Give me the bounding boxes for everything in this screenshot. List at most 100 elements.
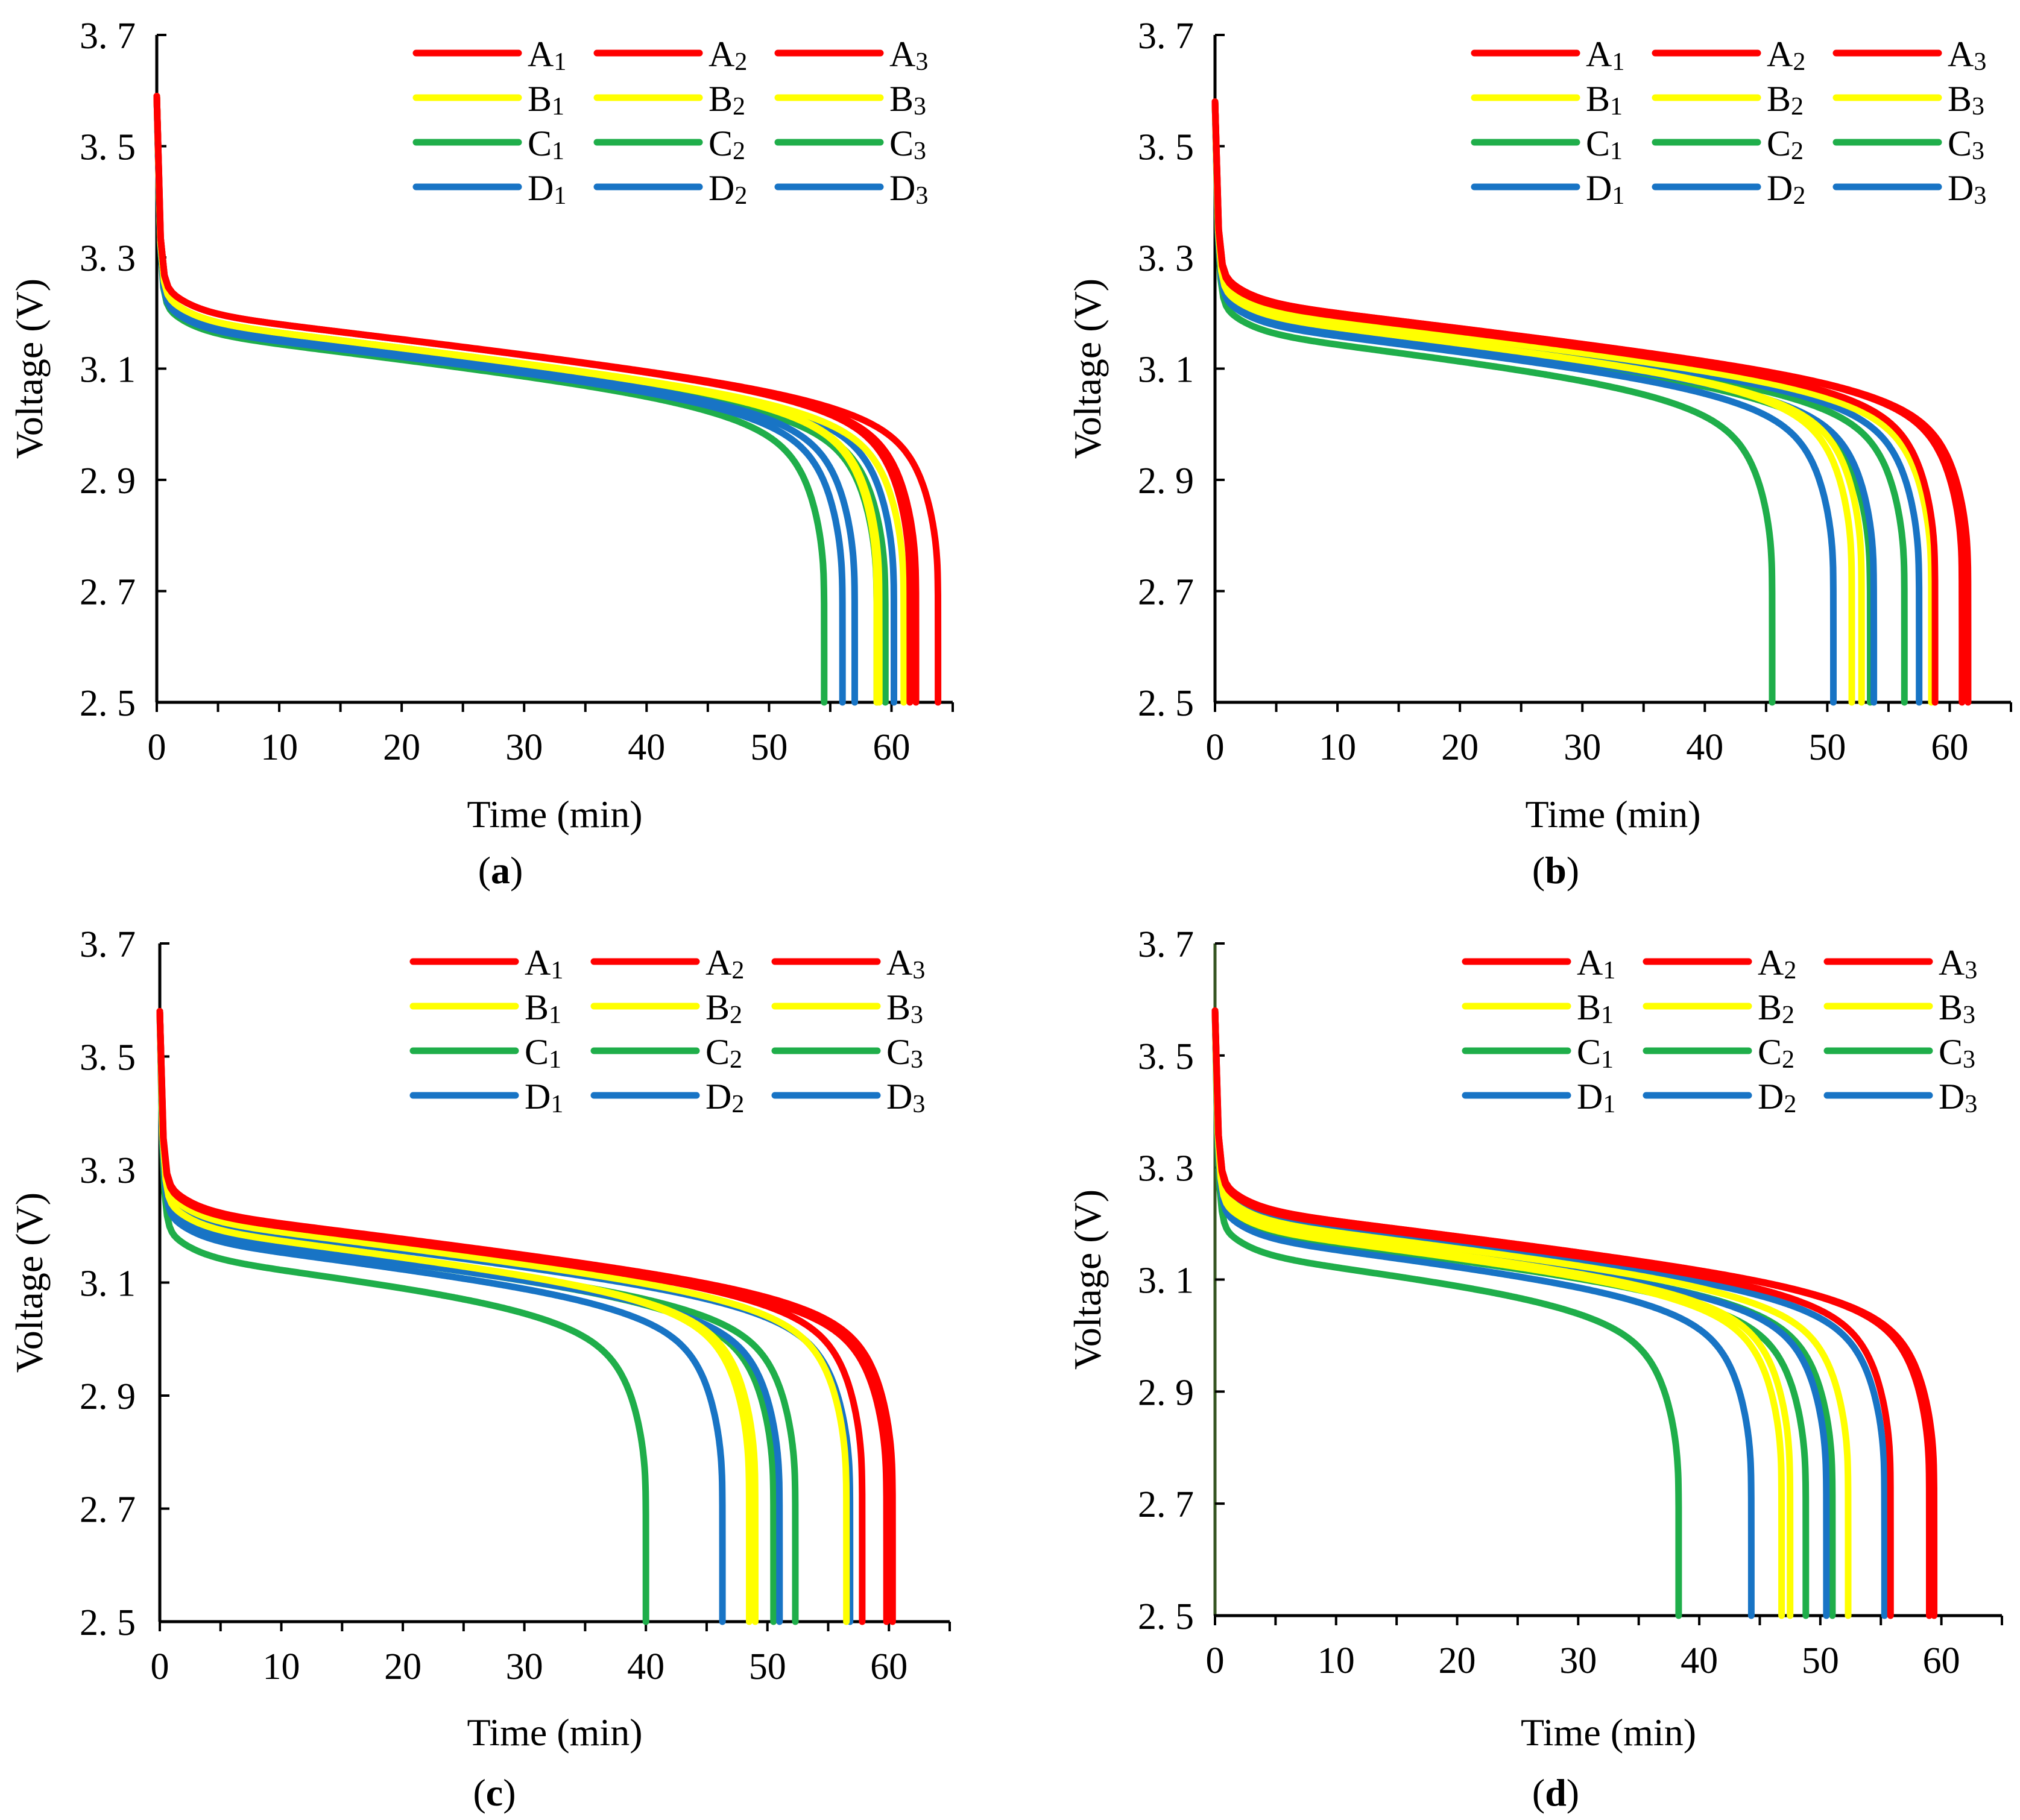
y-tick-label: 3. 1 (80, 350, 136, 391)
y-tick-label: 2. 9 (1138, 1372, 1194, 1413)
legend-entry-c1: C1 (1462, 1032, 1614, 1074)
legend-entry-b1: B1 (1462, 987, 1614, 1029)
x-tick-label: 0 (1206, 727, 1225, 768)
legend-entry-c3: C3 (774, 124, 926, 165)
x-tick-label: 0 (151, 1646, 169, 1687)
x-tick-label: 0 (148, 727, 166, 768)
legend-label: D3 (889, 168, 928, 210)
legend-entry-c3: C3 (771, 1032, 923, 1074)
y-tick-label: 2. 5 (80, 683, 136, 724)
y-tick-label: 2. 7 (1138, 572, 1194, 613)
series-line-a3 (1211, 98, 1972, 706)
legend-entry-c2: C2 (590, 1032, 742, 1074)
x-tick-label: 10 (260, 727, 298, 768)
y-tick-label: 2. 5 (1138, 683, 1194, 724)
x-tick-label: 60 (870, 1646, 907, 1687)
legend-entry-a3: A3 (1823, 943, 1977, 984)
chart-panel-d: 2. 5 2. 7 2. 9 3. 1 3. 3 3. 5 3. 7 0 10 20 30 40 50 6… (1066, 924, 2003, 1814)
legend-label: C1 (1586, 124, 1623, 165)
legend-label: B1 (1577, 987, 1614, 1029)
legend-label: B1 (528, 79, 564, 121)
legend-label: A1 (525, 943, 563, 984)
legend-entry-d1: D1 (1471, 168, 1624, 210)
panel-caption: (d) (1532, 1771, 1579, 1814)
legend-label: D3 (1948, 168, 1986, 210)
legend-label: A3 (889, 34, 928, 76)
legend-entry-d1: D1 (409, 1077, 563, 1118)
panel-caption: (c) (473, 1771, 516, 1814)
legend-entry-c3: C3 (1823, 1032, 1975, 1074)
legend-label: A3 (1939, 943, 1977, 984)
series-line-b3 (1211, 98, 1935, 706)
series-line-b1 (1211, 1007, 1785, 1619)
legend-label: C1 (528, 124, 564, 165)
series-line-b3 (1211, 1007, 1852, 1619)
y-tick-label: 3. 7 (80, 924, 136, 965)
legend-label: A1 (528, 34, 566, 76)
legend-entry-b1: B1 (1471, 79, 1623, 121)
y-axis-title: Voltage (V) (1066, 1189, 1109, 1370)
x-tick-label: 60 (873, 727, 910, 768)
series-line-a3 (156, 1008, 896, 1625)
y-tick-label: 2. 5 (1138, 1596, 1194, 1637)
x-tick-label: 50 (1802, 1640, 1839, 1681)
series-line-b1 (156, 1008, 753, 1625)
x-tick-label: 40 (1686, 727, 1723, 768)
y-tick-label: 2. 7 (80, 1490, 136, 1531)
legend-label: C3 (1948, 124, 1984, 165)
legend-label: D1 (1577, 1077, 1615, 1118)
legend-label: D2 (705, 1077, 744, 1118)
chart-panel-a: 2. 5 2. 7 2. 9 3. 1 3. 3 3. 5 3. 7 0 10 20 30 40 50 6… (8, 16, 954, 892)
series-line-b3 (156, 1008, 850, 1625)
legend-label: B2 (705, 987, 742, 1029)
legend-label: A3 (886, 943, 925, 984)
y-tick-label: 3. 1 (80, 1264, 136, 1305)
x-tick-label: 50 (749, 1646, 786, 1687)
x-tick-label: 20 (1439, 1640, 1476, 1681)
legend-label: B2 (1758, 987, 1794, 1029)
legend-label: B3 (1939, 987, 1975, 1029)
series-line-a3 (153, 93, 942, 706)
legend-label: C3 (889, 124, 926, 165)
panel-caption: (a) (478, 849, 523, 892)
legend-label: A2 (1767, 34, 1805, 76)
y-tick-label: 3. 3 (1138, 238, 1194, 279)
legend-entry-d1: D1 (412, 168, 566, 210)
legend-entry-d2: D2 (593, 168, 747, 210)
x-tick-label: 20 (384, 1646, 421, 1687)
x-axis-title: Time (min) (1521, 1711, 1696, 1754)
legend-entry-c1: C1 (412, 124, 564, 165)
legend-entry-d2: D2 (590, 1077, 744, 1118)
legend-label: B3 (886, 987, 923, 1029)
y-tick-label: 3. 1 (1138, 1261, 1194, 1302)
legend-entry-a1: A1 (409, 943, 563, 984)
legend-entry-b3: B3 (774, 79, 926, 121)
legend-label: D2 (709, 168, 747, 210)
legend-label: C2 (1767, 124, 1804, 165)
series-line-c3 (156, 1008, 799, 1625)
legend-entry-b1: B1 (412, 79, 564, 121)
x-tick-label: 50 (1808, 727, 1846, 768)
series-line-b3 (153, 93, 907, 706)
legend-label: D2 (1758, 1077, 1796, 1118)
y-tick-label: 2. 5 (80, 1602, 136, 1643)
series-line-d2 (153, 93, 858, 706)
x-axis-title: Time (min) (1526, 793, 1701, 836)
y-tick-label: 2. 9 (80, 461, 136, 502)
panel-caption: (b) (1532, 849, 1579, 892)
legend-entry-a2: A2 (1652, 34, 1805, 76)
series-line-d1 (1211, 98, 1837, 706)
x-tick-label: 60 (1931, 727, 1968, 768)
x-tick-label: 30 (505, 727, 543, 768)
series-line-c1 (156, 1008, 649, 1625)
legend-entry-d3: D3 (774, 168, 928, 210)
legend-label: B2 (1767, 79, 1804, 121)
x-axis-title: Time (min) (467, 1711, 643, 1754)
legend-entry-c1: C1 (409, 1032, 561, 1074)
legend-label: D1 (525, 1077, 563, 1118)
y-tick-label: 3. 3 (80, 1150, 136, 1191)
legend-entry-b3: B3 (771, 987, 923, 1029)
series-line-d1 (1211, 1007, 1755, 1619)
y-axis-title: Voltage (V) (1066, 279, 1109, 459)
series-line-d3 (1211, 98, 1923, 706)
